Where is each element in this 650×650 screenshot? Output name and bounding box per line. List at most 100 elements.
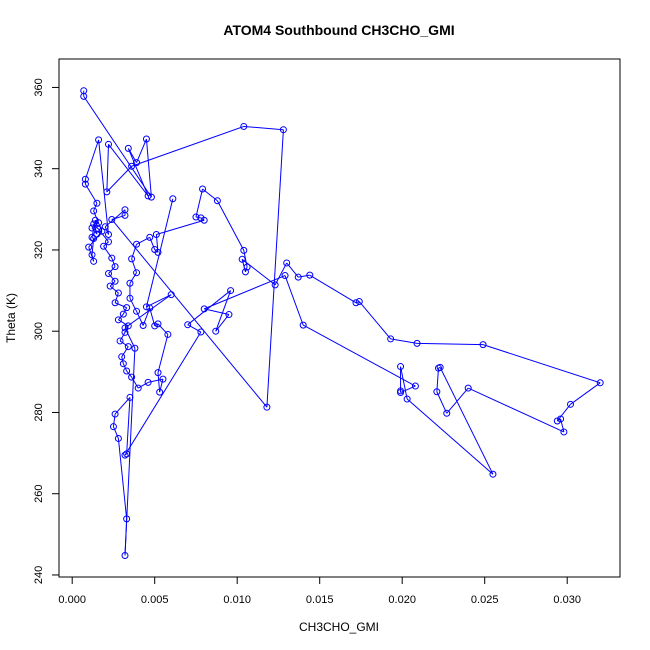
series-segment [106, 144, 109, 192]
data-point [411, 382, 419, 390]
series-segment [129, 272, 137, 284]
series-segment [436, 368, 439, 392]
series-segment [112, 426, 119, 439]
data-point [489, 470, 497, 478]
y-axis-label: Theta (K) [4, 293, 18, 343]
series-segment [124, 348, 136, 556]
data-point [397, 363, 405, 371]
series-segment [124, 327, 136, 349]
data-point [200, 305, 208, 313]
y-tick-label: 300 [33, 322, 45, 340]
series-segment [111, 257, 116, 267]
data-point [121, 324, 129, 332]
data-point [133, 307, 141, 315]
data-point [121, 328, 129, 336]
data-point [144, 192, 152, 200]
x-axis: 0.000 0.005 0.010 0.015 0.020 0.025 0.030 [58, 576, 581, 606]
data-point [355, 298, 363, 306]
data-point [413, 339, 421, 347]
y-tick-label: 320 [33, 241, 45, 259]
data-point [128, 373, 136, 381]
series-segment [400, 366, 408, 400]
data-point [109, 423, 117, 431]
chart-title: ATOM4 Southbound CH3CHO_GMI [223, 22, 454, 38]
data-point [105, 270, 112, 278]
series-segment [118, 313, 124, 321]
data-point [121, 551, 129, 559]
series-segment [204, 275, 286, 310]
data-point [123, 450, 131, 458]
series-segment [103, 246, 113, 259]
data-point [123, 367, 131, 375]
data-point [88, 224, 96, 232]
data-point [164, 330, 172, 338]
data-point [93, 230, 101, 238]
data-point [126, 393, 134, 401]
series-segment [126, 397, 131, 454]
x-tick-label: 0.015 [306, 594, 334, 606]
data-point [139, 322, 147, 330]
series-segment [108, 273, 116, 282]
series-segment [570, 382, 601, 405]
series-segment [195, 188, 204, 218]
series-segment [154, 249, 159, 253]
series-segment [117, 438, 128, 519]
x-tick-label: 0.000 [58, 594, 86, 606]
series-segment [187, 324, 202, 333]
series-segment [114, 397, 131, 415]
data-point [95, 225, 103, 233]
series-segment [136, 236, 150, 245]
data-point [80, 92, 88, 100]
series-segment [136, 138, 147, 163]
series-segment [106, 165, 132, 193]
series-segment [406, 398, 494, 475]
data-point [93, 199, 101, 207]
series-segment [104, 209, 126, 228]
series-segment [124, 453, 127, 456]
data-point [146, 304, 154, 312]
series-segment [215, 314, 230, 332]
series-segment [302, 324, 416, 387]
data-point [103, 188, 111, 196]
data-point [88, 251, 96, 259]
data-point [271, 281, 279, 289]
data-point [387, 335, 395, 343]
data-point [306, 271, 314, 279]
series-segment [84, 139, 100, 180]
data-point [118, 353, 126, 361]
data-point [199, 185, 207, 193]
series-segment [266, 129, 284, 408]
series-segment [195, 216, 201, 219]
data-point [81, 180, 89, 188]
y-axis: 240 260 280 300 320 340 360 [33, 78, 60, 584]
y-tick-label: 260 [33, 485, 45, 503]
data-point [114, 434, 122, 442]
data-point [213, 197, 221, 205]
data-point [111, 299, 119, 307]
y-tick-label: 360 [33, 78, 45, 96]
data-point [397, 389, 405, 397]
series-segment [215, 290, 232, 332]
data-point [111, 263, 119, 271]
data-point [131, 344, 139, 352]
series-segment [187, 290, 231, 326]
data-point [225, 311, 233, 319]
data-point [159, 375, 167, 383]
data-point [567, 400, 574, 408]
data-point [560, 428, 568, 436]
series-segment [204, 308, 230, 316]
series-segment [216, 200, 245, 251]
data-point [294, 273, 302, 281]
series-segment [131, 125, 244, 167]
data-point [126, 294, 134, 302]
series-segment [131, 258, 138, 273]
series-segment [112, 414, 116, 427]
series-segment [127, 148, 149, 197]
data-point [169, 195, 177, 203]
series-segment [114, 292, 119, 303]
series-segment [119, 332, 126, 342]
data-point [106, 282, 114, 290]
data-point [443, 409, 451, 417]
series-segment [439, 367, 494, 475]
